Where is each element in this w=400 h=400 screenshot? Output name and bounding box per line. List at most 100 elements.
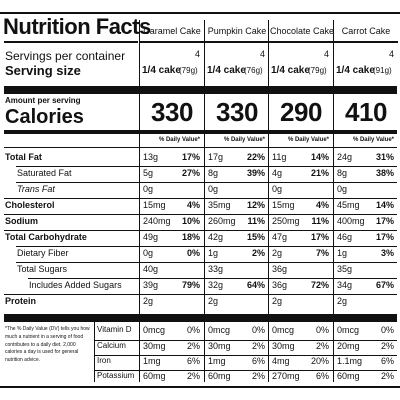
nutrient-amount: 17g (208, 152, 224, 162)
daily-value-percent: 14% (375, 200, 394, 210)
thick-rule (4, 86, 397, 94)
nutrient-amount: 15mg (143, 200, 166, 210)
vitamin-percent: 2% (315, 341, 329, 351)
vitamin-percent: 2% (380, 341, 394, 351)
nutrient-amount: 0g (143, 184, 154, 194)
vitamin-label: Potassium (97, 371, 135, 380)
nutrient-amount: 2g (337, 296, 348, 306)
nutrient-label: Dietary Fiber (17, 248, 69, 258)
medium-rule (4, 130, 397, 134)
serving-grams: (79g) (308, 66, 327, 75)
daily-value-percent: 11% (311, 216, 329, 226)
vitamin-amount: 1mg (208, 356, 226, 366)
daily-value-percent: 17% (181, 152, 200, 162)
vitamin-amount: 60mg (143, 371, 166, 381)
servings-value: 4 (194, 49, 200, 59)
daily-value-percent: 17% (310, 232, 329, 242)
row-rule (4, 230, 397, 231)
vitamin-percent: 6% (251, 356, 265, 366)
serving-grams: (76g) (244, 66, 263, 75)
row-rule (4, 214, 397, 215)
vitamin-percent: 0% (380, 325, 394, 335)
nutrient-label: Trans Fat (17, 184, 55, 194)
daily-value-percent: 15% (246, 232, 265, 242)
row-rule (4, 198, 397, 199)
row-rule (16, 182, 397, 183)
row-rule (4, 294, 397, 295)
nutrient-amount: 34g (337, 280, 353, 290)
column-thin-rule (269, 41, 333, 43)
nutrient-amount: 35mg (208, 200, 231, 210)
row-rule (16, 246, 397, 247)
calories-value: 330 (216, 97, 258, 127)
vitamin-amount: 0mcg (337, 325, 360, 335)
nutrient-amount: 0g (208, 184, 219, 194)
calories-value: 330 (151, 97, 193, 127)
daily-value-percent: 3% (380, 248, 394, 258)
nutrient-amount: 36g (272, 280, 288, 290)
daily-value-percent: 17% (375, 216, 394, 226)
vitamin-label: Vitamin D (97, 325, 132, 334)
vitamin-label: Iron (97, 356, 111, 365)
vitamin-percent: 6% (186, 356, 200, 366)
servings-value: 4 (259, 49, 265, 59)
vitamin-percent: 0% (251, 325, 265, 335)
servings-value: 4 (323, 49, 329, 59)
nutrient-amount: 0g (272, 184, 283, 194)
vitamin-amount: 0mcg (208, 325, 231, 335)
dv-header: % Daily Value* (158, 137, 200, 143)
calories-value: 410 (345, 97, 387, 127)
calories-label: Calories (5, 106, 84, 128)
vitamin-percent: 0% (186, 325, 200, 335)
amount-per-serving-label: Amount per serving (5, 96, 81, 105)
column-divider (139, 20, 140, 382)
servings-label: Servings per container (5, 49, 126, 63)
row-rule (95, 340, 397, 341)
daily-value-percent: 72% (310, 280, 329, 290)
daily-value-percent: 12% (246, 200, 265, 210)
serving-grams: (91g) (373, 66, 392, 75)
nutrient-amount: 35g (337, 264, 353, 274)
thin-rule (4, 41, 138, 43)
nutrient-amount: 5g (143, 168, 154, 178)
footnote: *The % Daily Value (DV) tells you how mu… (5, 326, 90, 363)
nutrient-amount: 46g (337, 232, 353, 242)
nutrient-amount: 2g (208, 296, 219, 306)
daily-value-percent: 27% (181, 168, 200, 178)
vitamin-amount: 30mg (272, 341, 295, 351)
daily-value-percent: 18% (181, 232, 200, 242)
column-thin-rule (205, 41, 269, 43)
nutrient-amount: 2g (272, 248, 283, 258)
nutrient-amount: 4g (272, 168, 283, 178)
dv-header: % Daily Value* (223, 137, 265, 143)
vitamin-amount: 20mg (337, 341, 360, 351)
daily-value-percent: 39% (246, 168, 265, 178)
daily-value-percent: 2% (251, 248, 265, 258)
nutrient-amount: 15mg (272, 200, 295, 210)
daily-value-percent: 14% (310, 152, 329, 162)
nutrient-amount: 32g (208, 280, 224, 290)
nutrient-amount: 8g (337, 168, 348, 178)
nutrient-label: Cholesterol (5, 200, 55, 210)
nutrient-amount: 0g (143, 248, 154, 258)
column-divider (268, 20, 269, 382)
vitamin-percent: 6% (315, 371, 329, 381)
nutrient-amount: 250mg (272, 216, 300, 226)
nutrient-amount: 33g (208, 264, 224, 274)
row-rule (95, 355, 397, 356)
nutrient-amount: 400mg (337, 216, 365, 226)
vitamin-percent: 2% (251, 371, 265, 381)
vitamin-percent: 20% (310, 356, 329, 366)
daily-value-percent: 4% (315, 200, 329, 210)
daily-value-percent: 22% (246, 152, 265, 162)
daily-value-percent: 38% (375, 168, 394, 178)
nutrient-amount: 2g (272, 296, 283, 306)
calories-value: 290 (280, 97, 322, 127)
daily-value-percent: 64% (246, 280, 265, 290)
nutrient-amount: 13g (143, 152, 159, 162)
serving-size-value: 1/4 cake (336, 65, 375, 76)
daily-value-percent: 7% (315, 248, 329, 258)
label-title: Nutrition Facts (3, 14, 151, 39)
vitamin-amount: 0mcg (143, 325, 166, 335)
nutrient-label: Total Carbohydrate (5, 232, 87, 242)
